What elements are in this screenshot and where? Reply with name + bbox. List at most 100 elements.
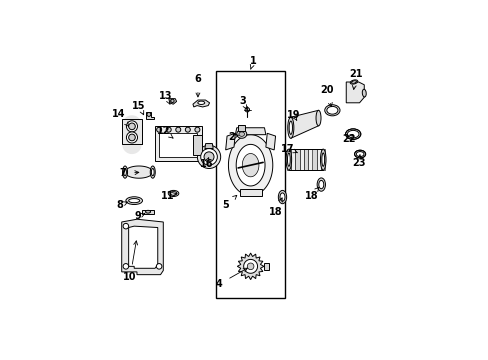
Polygon shape <box>122 144 142 154</box>
Text: 4: 4 <box>215 268 247 289</box>
Ellipse shape <box>317 178 325 191</box>
Ellipse shape <box>122 166 127 178</box>
Polygon shape <box>236 144 264 186</box>
Ellipse shape <box>168 190 179 197</box>
Circle shape <box>126 132 137 143</box>
Polygon shape <box>235 128 265 135</box>
Ellipse shape <box>198 101 204 104</box>
Text: 10: 10 <box>123 241 137 283</box>
Polygon shape <box>204 144 213 149</box>
Circle shape <box>126 121 137 132</box>
Ellipse shape <box>123 168 126 176</box>
Ellipse shape <box>318 180 323 189</box>
Circle shape <box>185 127 190 132</box>
Polygon shape <box>142 210 154 214</box>
Polygon shape <box>122 125 142 144</box>
Polygon shape <box>320 149 325 170</box>
Circle shape <box>156 127 162 132</box>
Ellipse shape <box>288 121 292 134</box>
Ellipse shape <box>125 197 142 204</box>
Polygon shape <box>303 149 307 170</box>
Polygon shape <box>228 135 272 195</box>
Polygon shape <box>122 115 142 125</box>
Polygon shape <box>290 110 318 138</box>
Polygon shape <box>316 149 321 170</box>
Ellipse shape <box>362 89 366 97</box>
Polygon shape <box>193 100 209 107</box>
Ellipse shape <box>355 152 363 157</box>
Circle shape <box>200 149 217 165</box>
Text: 18: 18 <box>304 187 318 201</box>
Ellipse shape <box>346 130 358 138</box>
Ellipse shape <box>354 150 365 158</box>
Ellipse shape <box>351 81 356 83</box>
Bar <box>193 135 201 156</box>
Polygon shape <box>243 260 257 273</box>
Circle shape <box>197 145 220 168</box>
Polygon shape <box>225 133 235 150</box>
Ellipse shape <box>285 149 291 170</box>
Circle shape <box>146 112 150 116</box>
Circle shape <box>195 127 200 132</box>
Ellipse shape <box>345 129 360 139</box>
Polygon shape <box>295 149 299 170</box>
Circle shape <box>156 264 162 269</box>
Text: 11: 11 <box>161 191 177 201</box>
Circle shape <box>170 99 174 103</box>
Ellipse shape <box>170 192 177 195</box>
Bar <box>216 71 285 298</box>
Polygon shape <box>122 219 163 275</box>
Text: 3: 3 <box>239 96 246 109</box>
Polygon shape <box>125 166 152 178</box>
Polygon shape <box>128 226 158 268</box>
Text: 2: 2 <box>227 132 238 143</box>
Polygon shape <box>239 189 261 195</box>
Polygon shape <box>168 99 176 104</box>
Text: 21: 21 <box>348 69 362 89</box>
Text: 13: 13 <box>159 91 172 104</box>
Polygon shape <box>312 149 316 170</box>
Ellipse shape <box>151 168 154 176</box>
Bar <box>159 133 197 157</box>
Polygon shape <box>290 149 295 170</box>
Ellipse shape <box>128 199 140 203</box>
Text: 17: 17 <box>281 144 297 153</box>
Polygon shape <box>242 153 259 177</box>
Polygon shape <box>299 149 304 170</box>
Bar <box>238 125 244 131</box>
Ellipse shape <box>150 166 155 178</box>
Ellipse shape <box>320 149 325 170</box>
Circle shape <box>175 127 181 132</box>
Polygon shape <box>346 82 364 103</box>
Circle shape <box>123 264 128 269</box>
Text: 18: 18 <box>268 198 282 217</box>
Circle shape <box>128 134 135 141</box>
Circle shape <box>166 127 171 132</box>
Polygon shape <box>236 130 246 138</box>
Text: 12: 12 <box>156 126 173 138</box>
Text: 20: 20 <box>320 85 333 107</box>
Text: 16: 16 <box>199 158 213 169</box>
Ellipse shape <box>349 80 357 84</box>
Polygon shape <box>307 149 312 170</box>
Text: 5: 5 <box>222 195 236 210</box>
Text: 1: 1 <box>249 56 256 69</box>
Circle shape <box>123 223 128 229</box>
Polygon shape <box>237 253 264 280</box>
Ellipse shape <box>321 153 324 166</box>
Ellipse shape <box>145 210 150 213</box>
Polygon shape <box>239 132 244 136</box>
Text: 8: 8 <box>116 201 127 210</box>
Ellipse shape <box>278 190 286 204</box>
Polygon shape <box>247 263 253 270</box>
Ellipse shape <box>280 193 285 201</box>
Text: 6: 6 <box>194 74 201 97</box>
Polygon shape <box>264 263 268 270</box>
Text: 22: 22 <box>342 134 355 144</box>
Text: 14: 14 <box>112 109 128 126</box>
Ellipse shape <box>326 107 337 114</box>
Polygon shape <box>155 126 201 161</box>
Text: 9: 9 <box>135 211 144 221</box>
Circle shape <box>244 108 249 112</box>
Circle shape <box>203 152 214 162</box>
